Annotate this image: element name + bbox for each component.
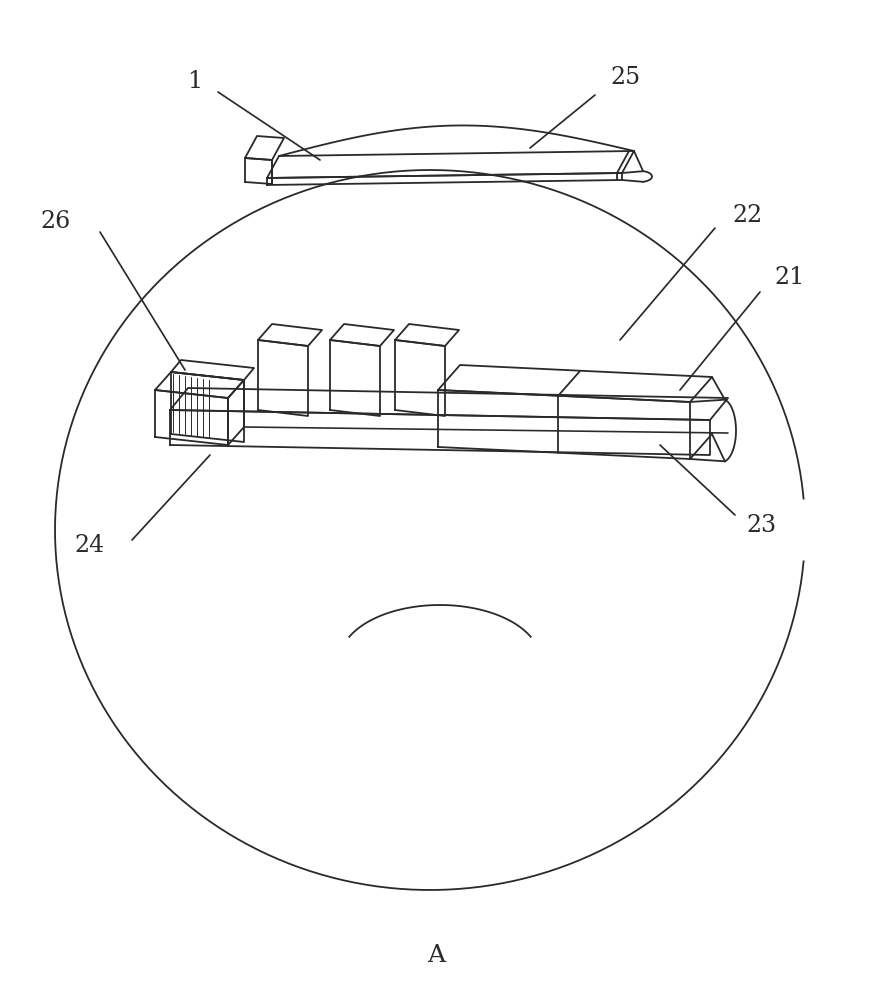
Text: 21: 21	[775, 266, 805, 290]
Text: 26: 26	[41, 211, 71, 233]
Text: 24: 24	[75, 534, 105, 556]
Text: 25: 25	[610, 66, 640, 90]
Text: A: A	[428, 944, 445, 966]
Text: 22: 22	[732, 204, 763, 227]
Text: 1: 1	[188, 70, 203, 94]
Text: 23: 23	[747, 514, 777, 536]
